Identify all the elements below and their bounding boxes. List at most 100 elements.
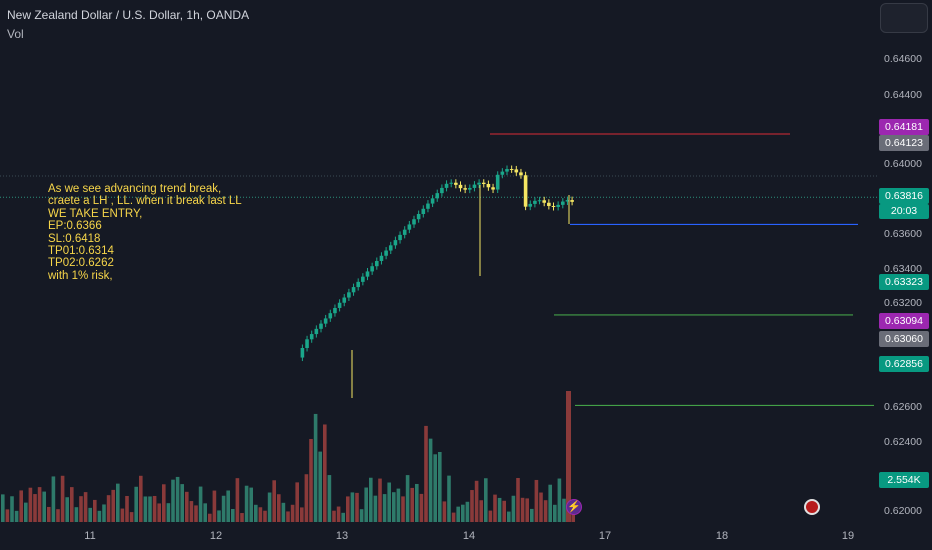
candle-body — [333, 307, 337, 314]
volume-bar — [79, 496, 83, 522]
candle-body — [388, 245, 393, 251]
volume-bar — [497, 497, 502, 522]
volume-bar — [318, 451, 322, 522]
note-line: craete a LH , LL. when it break last LL — [48, 195, 242, 208]
volume-bar — [33, 494, 37, 522]
volume-bar — [83, 492, 88, 522]
volume-bar — [562, 498, 566, 522]
candle-body — [342, 297, 347, 303]
volume-bar — [102, 504, 106, 522]
candle-body — [542, 200, 546, 203]
candle-body — [523, 175, 528, 207]
volume-bar — [217, 510, 221, 522]
volume-bar — [267, 492, 272, 522]
volume-bar — [235, 478, 240, 522]
volume-bar — [226, 490, 230, 522]
candle-body — [514, 169, 519, 173]
volume-bar — [405, 475, 410, 522]
candle-body — [319, 323, 323, 329]
volume-bar — [520, 497, 525, 522]
price-tick: 0.63600 — [884, 228, 922, 240]
candle-body — [393, 240, 398, 246]
volume-bar — [309, 438, 313, 522]
candle-body — [416, 214, 421, 220]
candle-body — [305, 339, 309, 348]
volume-bar — [258, 507, 263, 522]
volume-bar — [442, 501, 447, 522]
volume-bar — [415, 483, 419, 522]
volume-bar — [401, 496, 405, 522]
price-tick: 0.62000 — [884, 505, 922, 517]
volume-bar — [364, 487, 368, 522]
us-flag-event-icon[interactable] — [804, 499, 820, 515]
volume-bar — [28, 487, 33, 522]
volume-bar — [162, 484, 166, 522]
volume-bar — [254, 504, 258, 522]
price-tick: 0.64000 — [884, 158, 922, 170]
volume-bar — [281, 502, 286, 522]
candle-body — [440, 187, 444, 194]
chart-settings-button[interactable] — [880, 3, 928, 33]
date-tick: 12 — [209, 530, 223, 542]
candle-body — [561, 201, 565, 205]
candle-body — [528, 203, 533, 207]
volume-bar — [111, 489, 115, 522]
volume-bar — [373, 495, 378, 522]
volume-bar — [139, 475, 143, 522]
candle-body — [365, 271, 370, 277]
volume-bar — [152, 495, 157, 522]
date-tick: 14 — [462, 530, 476, 542]
volume-bar — [106, 495, 111, 522]
volume-bar — [37, 487, 42, 522]
price-tick: 0.64400 — [884, 89, 922, 101]
volume-indicator-label[interactable]: Vol — [7, 27, 24, 41]
volume-bar — [51, 476, 56, 522]
volume-bar — [97, 510, 102, 522]
volume-bar — [456, 506, 460, 522]
volume-bar — [300, 507, 304, 522]
volume-bar — [530, 508, 534, 522]
note-line: TP01:0.6314 — [48, 245, 114, 258]
candle-body — [454, 182, 458, 185]
volume-bar — [392, 492, 396, 522]
volume-bar — [447, 475, 451, 522]
volume-badge: 2.554K — [879, 472, 929, 488]
candle-body — [323, 318, 328, 324]
candle-body — [435, 193, 440, 199]
candle-body — [551, 205, 556, 207]
volume-bar — [548, 484, 552, 522]
volume-bar — [125, 495, 129, 522]
date-tick: 19 — [841, 530, 855, 542]
candle-body — [463, 188, 467, 190]
volume-bar — [24, 502, 28, 522]
volume-bar — [116, 483, 120, 522]
candle-body — [361, 276, 365, 282]
volume-bar — [507, 511, 511, 522]
volume-bar — [525, 498, 529, 522]
date-tick: 13 — [335, 530, 349, 542]
volume-bar — [185, 491, 189, 522]
volume-bar — [272, 480, 276, 522]
volume-bar — [60, 475, 65, 522]
volume-bar — [539, 492, 543, 522]
volume-bar — [129, 512, 134, 522]
volume-bar — [493, 494, 497, 522]
volume-bar — [56, 509, 60, 522]
volume-bar — [203, 503, 207, 522]
candle-body — [398, 234, 402, 241]
candle-body — [384, 250, 388, 256]
lightning-event-icon[interactable]: ⚡ — [566, 499, 582, 515]
candle-body — [486, 183, 491, 188]
volume-bar — [557, 478, 562, 522]
candle-body — [407, 224, 412, 230]
volume-bar — [240, 513, 244, 522]
symbol-title[interactable]: New Zealand Dollar / U.S. Dollar, 1h, OA… — [7, 8, 250, 22]
price-tick: 0.62400 — [884, 436, 922, 448]
volume-bar — [194, 505, 198, 522]
volume-bar — [465, 501, 470, 522]
bar-countdown: 20:03 — [879, 204, 929, 219]
volume-bar — [553, 504, 557, 522]
volume-bar — [5, 509, 10, 522]
candle-body — [509, 169, 514, 171]
